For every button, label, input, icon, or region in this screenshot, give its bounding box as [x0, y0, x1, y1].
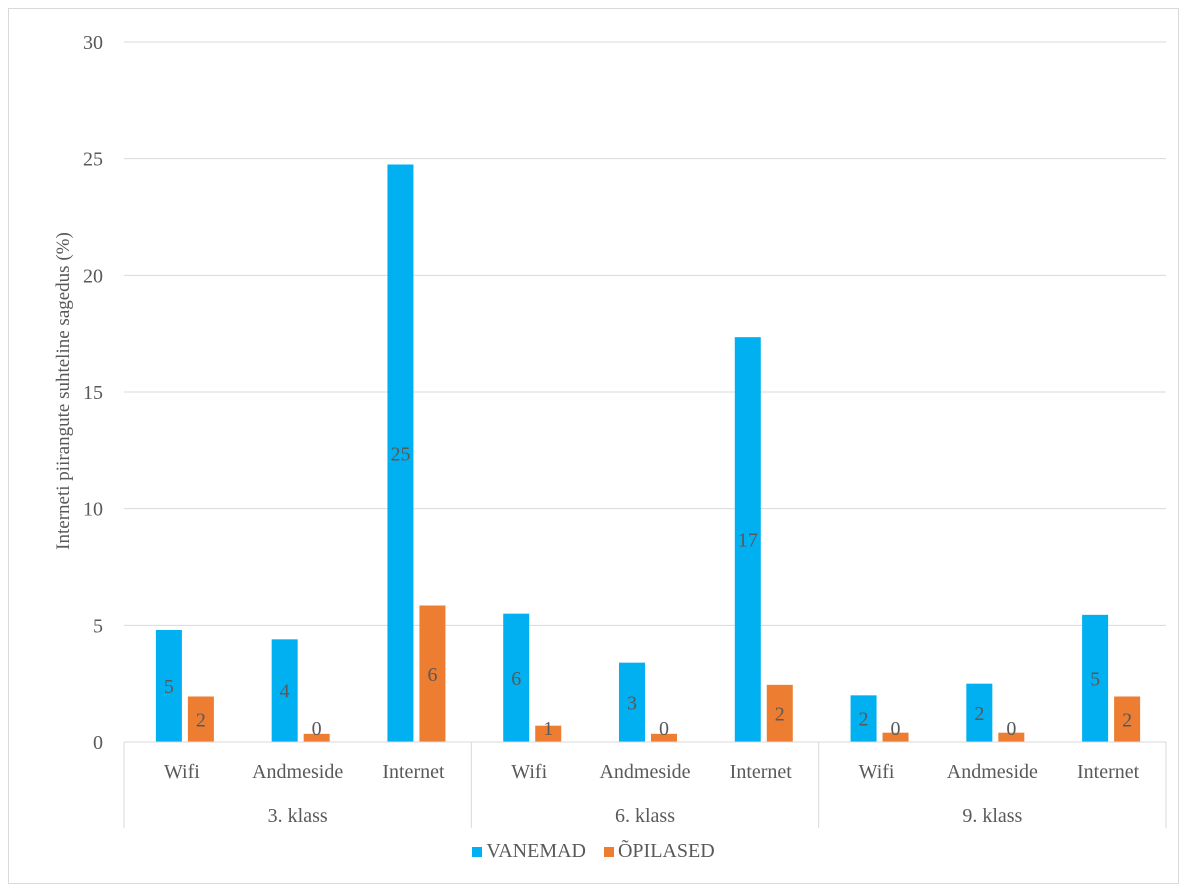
legend-swatch-series-0 — [472, 846, 483, 857]
x-tick-label-7: Andmeside — [947, 761, 1038, 783]
data-label-series-0-cat-4: 3 — [627, 692, 637, 714]
x-group-label-2: 9. klass — [962, 805, 1022, 827]
data-label-series-1-cat-8: 2 — [1122, 709, 1132, 731]
data-label-series-1-cat-0: 2 — [196, 709, 206, 731]
bar-series-0-cat-7 — [966, 683, 993, 742]
bar-series-0-cat-0 — [155, 630, 182, 742]
bar-series-1-cat-7 — [998, 732, 1025, 742]
x-tick-label-6: Wifi — [859, 761, 895, 783]
y-tick-label-5: 25 — [83, 149, 103, 171]
x-tick-label-1: Andmeside — [252, 761, 343, 783]
x-tick-label-0: Wifi — [164, 761, 200, 783]
data-label-series-1-cat-5: 2 — [775, 703, 785, 725]
x-tick-label-4: Andmeside — [599, 761, 690, 783]
bar-series-1-cat-2 — [419, 605, 446, 742]
x-group-label-1: 6. klass — [615, 805, 675, 827]
bar-series-1-cat-6 — [882, 732, 909, 742]
bar-series-1-cat-8 — [1114, 696, 1141, 742]
x-tick-label-3: Wifi — [511, 761, 547, 783]
legend-item-series-0: VANEMAD — [472, 840, 586, 863]
bar-series-0-cat-4 — [619, 662, 645, 742]
x-tick-label-8: Internet — [1077, 761, 1140, 783]
data-label-series-1-cat-7: 0 — [1006, 718, 1016, 740]
y-tick-label-1: 5 — [93, 615, 103, 637]
y-tick-label-3: 15 — [83, 382, 103, 404]
y-tick-label-0: 0 — [93, 732, 103, 754]
bar-series-1-cat-5 — [766, 684, 793, 742]
bar-series-0-cat-6 — [850, 695, 877, 742]
bar-series-0-cat-2 — [387, 164, 414, 742]
bar-series-0-cat-5 — [734, 337, 761, 742]
bar-series-1-cat-0 — [187, 696, 214, 742]
x-tick-label-2: Internet — [382, 761, 445, 783]
x-group-label-0: 3. klass — [268, 805, 328, 827]
bar-series-0-cat-3 — [503, 613, 530, 742]
bar-series-1-cat-3 — [535, 725, 562, 742]
data-label-series-0-cat-1: 4 — [280, 681, 290, 703]
data-label-series-1-cat-3: 1 — [543, 718, 553, 740]
y-tick-label-6: 30 — [83, 32, 103, 54]
legend: VANEMAD ÕPILASED — [0, 840, 1187, 863]
y-tick-label-4: 20 — [83, 265, 103, 287]
legend-label-series-1: ÕPILASED — [617, 840, 715, 862]
y-axis-label: Interneti piirangute suhteline sagedus (… — [53, 232, 74, 550]
data-label-series-0-cat-2: 25 — [390, 443, 410, 465]
data-label-series-0-cat-5: 17 — [738, 530, 758, 552]
bar-series-0-cat-8 — [1082, 614, 1109, 742]
data-label-series-1-cat-2: 6 — [427, 664, 437, 686]
data-label-series-0-cat-8: 5 — [1090, 668, 1100, 690]
data-label-series-0-cat-3: 6 — [511, 668, 521, 690]
data-label-series-1-cat-4: 0 — [659, 718, 669, 740]
data-label-series-1-cat-1: 0 — [312, 718, 322, 740]
bar-series-0-cat-1 — [271, 639, 298, 742]
data-label-series-0-cat-0: 5 — [164, 676, 174, 698]
bar-series-1-cat-4 — [651, 733, 677, 742]
bar-series-1-cat-1 — [303, 733, 330, 742]
x-tick-label-5: Internet — [730, 761, 793, 783]
data-label-series-0-cat-6: 2 — [859, 709, 869, 731]
legend-item-series-1: ÕPILASED — [603, 840, 715, 863]
data-label-series-1-cat-6: 0 — [891, 718, 901, 740]
legend-swatch-series-1 — [603, 846, 614, 857]
legend-label-series-0: VANEMAD — [486, 840, 586, 862]
data-label-series-0-cat-7: 2 — [974, 703, 984, 725]
y-tick-label-2: 10 — [83, 499, 103, 521]
